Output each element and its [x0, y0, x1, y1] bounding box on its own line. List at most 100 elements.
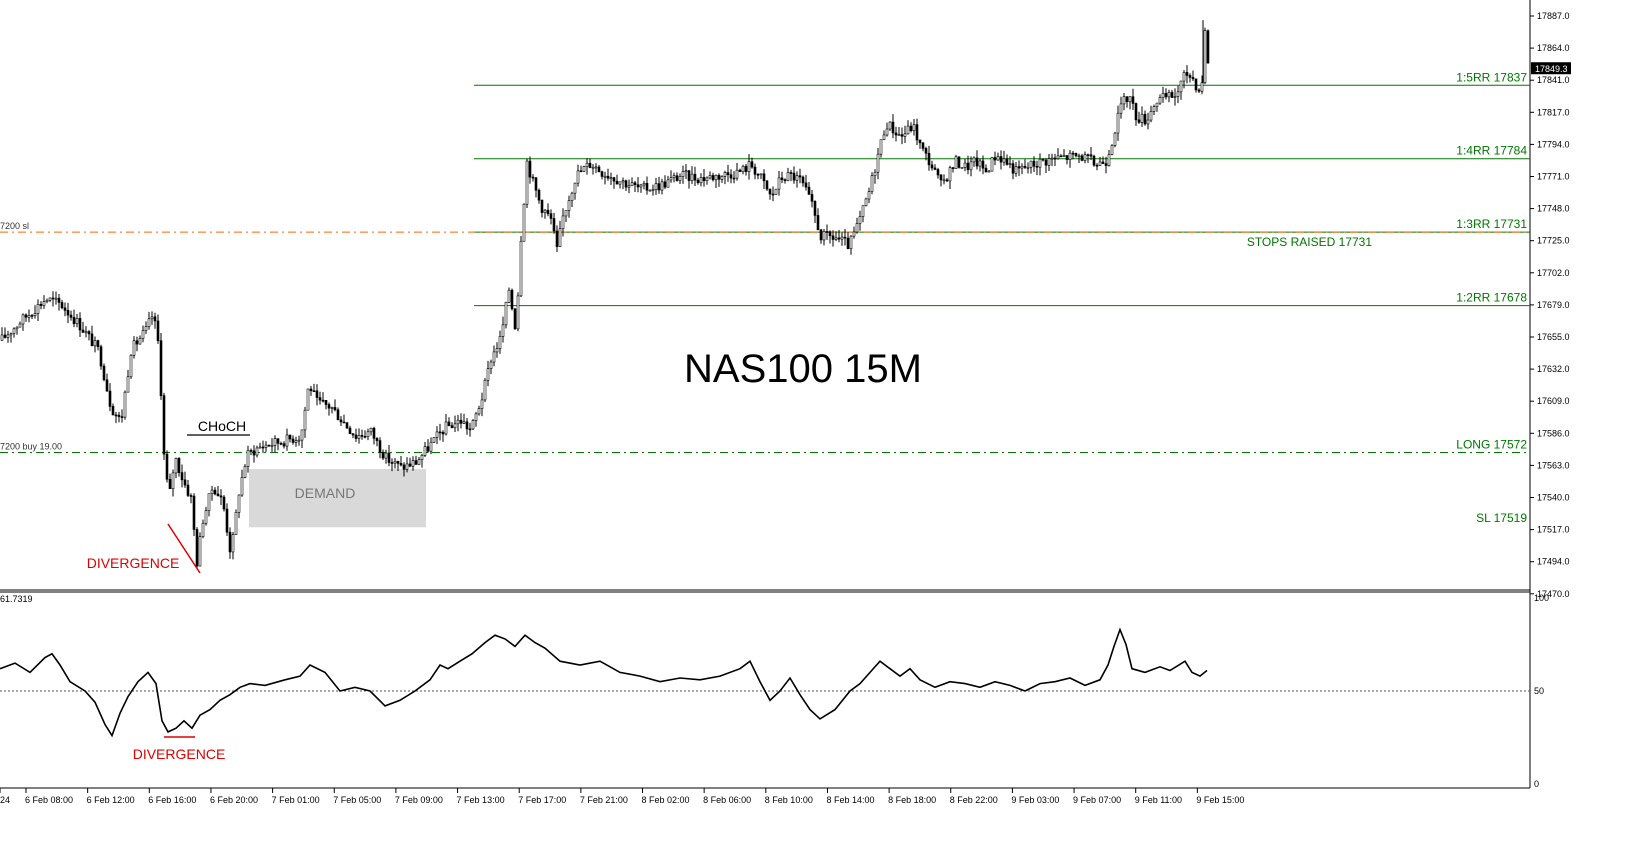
candle-body: [642, 183, 646, 186]
candle-body: [810, 194, 814, 202]
candle-body: [1131, 96, 1135, 104]
candle-body: [1062, 155, 1066, 157]
candle-body: [270, 445, 274, 447]
candle-body: [69, 314, 73, 318]
candle-body: [468, 428, 472, 431]
candle-body: [819, 229, 823, 241]
candle-body: [441, 432, 445, 435]
candle-body: [1083, 154, 1087, 161]
rsi-current-label: 61.7319: [0, 594, 33, 604]
candle-body: [630, 182, 634, 187]
price-tick-label: 17609.0: [1537, 396, 1570, 406]
candle-body: [744, 165, 748, 172]
candle-body: [297, 439, 301, 442]
candle-body: [717, 174, 721, 180]
candle-body: [246, 450, 250, 467]
candle-body: [258, 446, 262, 449]
candle-body: [816, 215, 820, 231]
candle-body: [429, 441, 433, 452]
candle-body: [147, 318, 151, 327]
candle-body: [984, 167, 988, 173]
candle-body: [651, 189, 655, 191]
candle-body: [474, 413, 478, 421]
candle-body: [915, 124, 919, 141]
candle-body: [966, 162, 970, 171]
candle-body: [807, 186, 811, 195]
candle-body: [885, 128, 889, 136]
candle-body: [870, 175, 874, 192]
candle-body: [687, 170, 691, 181]
candle-body: [1128, 96, 1132, 102]
candle-body: [510, 289, 514, 310]
candle-body: [561, 215, 565, 230]
candle-body: [861, 205, 865, 217]
candle-body: [6, 334, 10, 338]
candle-body: [1170, 92, 1174, 98]
candle-body: [1155, 102, 1159, 107]
candle-body: [756, 173, 760, 176]
candle-body: [114, 414, 118, 417]
candle-body: [1197, 89, 1201, 92]
candle-body: [1089, 154, 1093, 157]
candle-body: [909, 125, 913, 132]
candle-body: [990, 157, 994, 172]
candle-body: [678, 176, 682, 181]
candle-body: [798, 175, 802, 178]
candle-body: [1173, 96, 1177, 98]
candle-body: [660, 181, 664, 191]
candle-body: [492, 351, 496, 363]
candle-body: [666, 179, 670, 188]
candle-body: [912, 124, 916, 132]
candle-body: [1146, 119, 1150, 125]
candle-body: [1077, 155, 1081, 158]
candle-body: [204, 510, 208, 524]
candle-body: [402, 464, 406, 470]
candle-body: [507, 289, 511, 303]
candle-body: [75, 318, 79, 325]
candle-body: [219, 495, 223, 498]
candle-body: [405, 463, 409, 470]
candle-body: [288, 434, 292, 440]
candle-body: [240, 477, 244, 496]
candle-body: [846, 237, 850, 250]
candle-body: [900, 134, 904, 137]
candle-body: [897, 134, 901, 136]
candle-body: [729, 174, 733, 179]
candle-body: [576, 170, 580, 184]
candle-body: [318, 397, 322, 401]
candle-body: [1008, 163, 1012, 165]
candle-body: [321, 399, 325, 402]
candle-body: [1107, 154, 1111, 166]
candle-body: [1080, 155, 1084, 161]
price-tick-label: 17494.0: [1537, 557, 1570, 567]
candle-body: [783, 179, 787, 181]
candle-body: [135, 340, 139, 345]
candle-body: [381, 452, 385, 459]
candle-body: [486, 368, 490, 381]
candle-body: [159, 340, 163, 396]
level-label: 1:2RR 17678: [1456, 291, 1527, 305]
candle-body: [99, 346, 103, 367]
time-tick-label: 8 Feb 02:00: [642, 795, 690, 805]
candle-body: [531, 176, 535, 179]
candle-body: [1047, 158, 1051, 166]
candle-body: [273, 438, 277, 446]
candle-body: [168, 478, 172, 490]
candle-body: [624, 180, 628, 188]
candle-body: [891, 121, 895, 134]
candle-body: [876, 153, 880, 173]
candle-body: [348, 427, 352, 434]
current-price-box: [1531, 62, 1571, 75]
candle-body: [930, 164, 934, 169]
candle-body: [1020, 165, 1024, 169]
candle-body: [987, 170, 991, 173]
time-tick-label: 7 Feb 17:00: [518, 795, 566, 805]
candle-body: [1110, 145, 1114, 155]
candle-body: [612, 177, 616, 182]
candle-body: [774, 188, 778, 195]
candle-body: [267, 444, 271, 447]
candle-body: [741, 165, 745, 173]
candle-body: [663, 181, 667, 188]
candle-body: [87, 331, 91, 335]
